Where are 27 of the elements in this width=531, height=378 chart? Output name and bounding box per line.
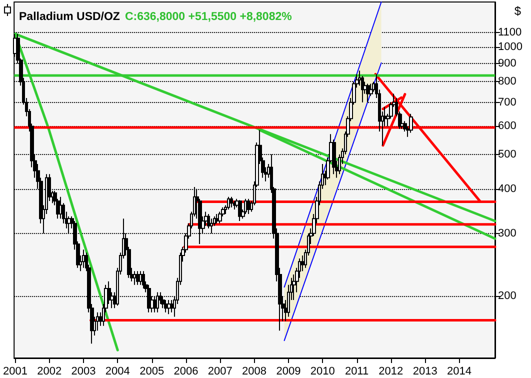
- x-tick-label: 2014: [447, 366, 472, 378]
- y-tick-label: 200: [498, 290, 516, 302]
- x-tick-label: 2006: [174, 366, 198, 378]
- y-tick-label: 700: [498, 96, 516, 108]
- y-tick-label: 300: [498, 227, 516, 240]
- x-tick-label: 2008: [242, 366, 267, 378]
- y-tick-label: 400: [498, 182, 516, 195]
- x-tick-label: 2002: [37, 366, 62, 378]
- text: C:636,8000 +51,5500 +8,8082%: [124, 11, 292, 23]
- x-tick-label: 2005: [140, 366, 164, 378]
- y-tick-label: 800: [498, 76, 516, 88]
- x-tick-label: 2007: [208, 366, 232, 378]
- y-tick-label: 500: [498, 148, 516, 160]
- y-tick-label: 1100: [498, 26, 522, 39]
- x-tick-label: 2003: [71, 366, 96, 378]
- x-tick-label: 2009: [276, 366, 301, 378]
- y-tick-label: 600: [498, 120, 516, 132]
- x-tick-label: 2011: [344, 366, 369, 378]
- x-tick-label: 2010: [310, 366, 335, 378]
- text: Palladium USD/OZ: [19, 11, 120, 23]
- x-tick-label: 2013: [412, 366, 438, 378]
- x-tick-label: 2001: [2, 366, 28, 378]
- y-tick-label: 1000: [498, 41, 522, 54]
- y-tick-label: 900: [498, 58, 516, 70]
- x-tick-label: 2012: [378, 366, 404, 378]
- y-axis-title: $: [514, 4, 522, 18]
- x-tick-label: 2004: [105, 366, 130, 378]
